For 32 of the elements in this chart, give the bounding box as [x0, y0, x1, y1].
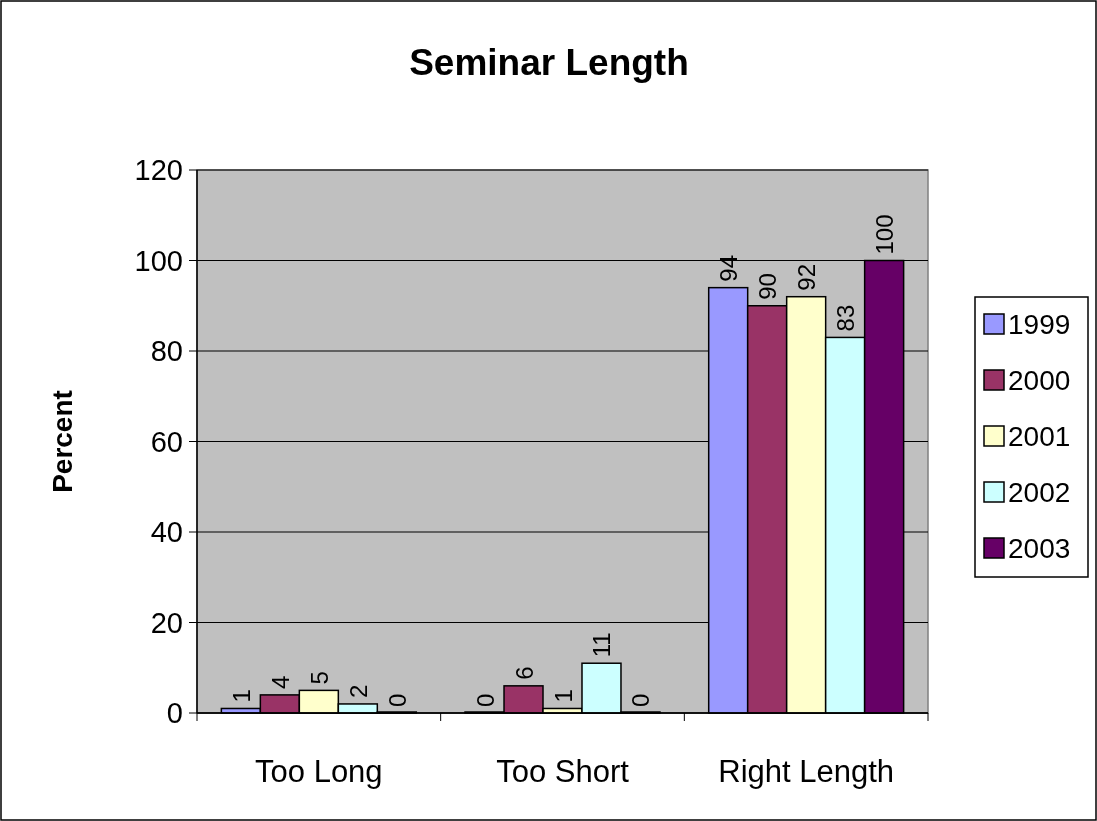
- data-label: 1: [227, 689, 255, 703]
- y-tick-label: 60: [150, 425, 183, 458]
- data-label: 0: [627, 693, 655, 707]
- data-label: 1: [549, 689, 577, 703]
- y-axis-title: Percent: [47, 390, 78, 493]
- y-tick-label: 0: [166, 697, 183, 729]
- data-label: 5: [305, 671, 333, 685]
- legend-label: 2003: [1008, 533, 1071, 564]
- data-label: 0: [383, 693, 411, 707]
- legend-label: 2000: [1008, 365, 1071, 396]
- data-label: 90: [754, 273, 782, 300]
- y-tick-label: 20: [150, 606, 183, 639]
- x-tick-label: Too Long: [255, 754, 383, 789]
- data-label: 92: [793, 264, 821, 291]
- chart-title: Seminar Length: [409, 42, 689, 83]
- y-tick-label: 100: [134, 244, 183, 277]
- y-tick-label: 80: [150, 335, 183, 367]
- data-label: 100: [871, 214, 899, 255]
- data-label: 4: [266, 675, 294, 689]
- data-label: 0: [471, 693, 499, 707]
- legend-label: 1999: [1008, 309, 1071, 340]
- data-label: 2: [344, 684, 372, 698]
- y-tick-label: 120: [134, 154, 183, 186]
- y-tick-label: 40: [150, 516, 183, 548]
- x-tick-label: Too Short: [496, 754, 630, 789]
- data-label: 6: [510, 666, 538, 680]
- x-tick-label: Right Length: [718, 754, 895, 789]
- legend-label: 2001: [1008, 421, 1071, 452]
- data-label: 94: [715, 254, 743, 282]
- legend-label: 2002: [1008, 477, 1071, 508]
- data-label: 11: [588, 632, 616, 658]
- data-label: 83: [832, 304, 860, 332]
